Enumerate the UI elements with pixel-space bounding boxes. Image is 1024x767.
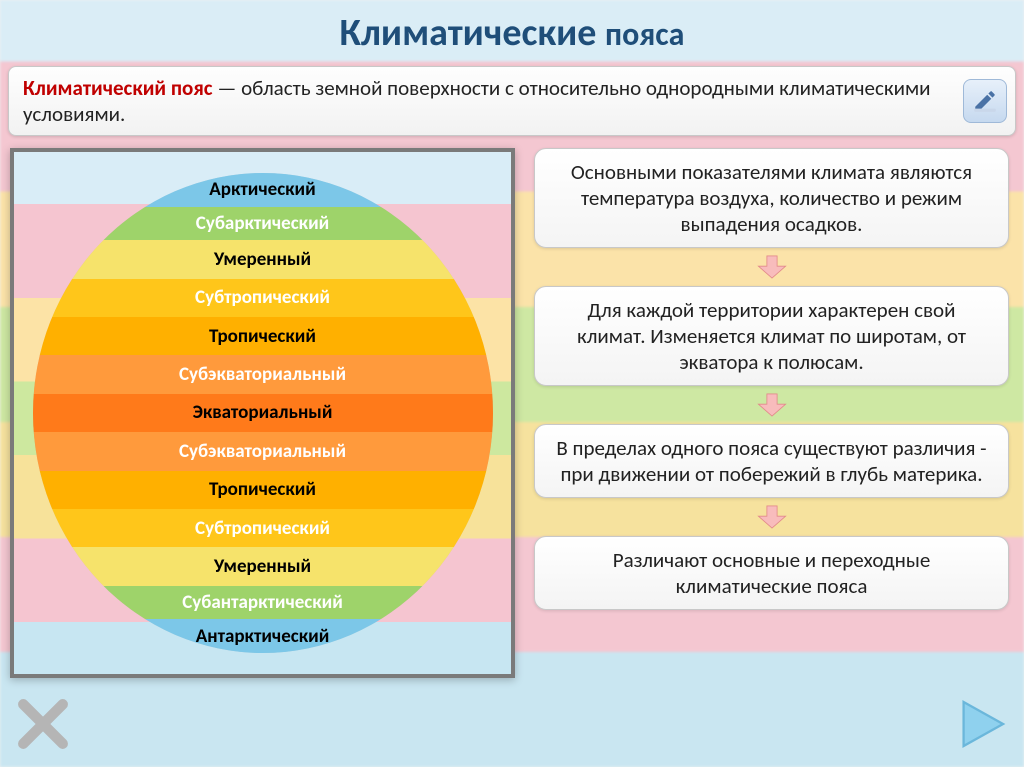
arrow-down-icon [755, 254, 789, 280]
next-icon [952, 695, 1010, 753]
flow-arrow [755, 392, 789, 418]
climate-band: Умеренный [33, 240, 493, 278]
flow-card: В пределах одного пояса существуют разли… [534, 424, 1009, 498]
climate-band: Субэкваториальный [33, 355, 493, 393]
definition-box: Климатический пояс — область земной пове… [8, 66, 1016, 136]
climate-band: Субарктический [33, 207, 493, 241]
globe-circle: АрктическийСубарктическийУмеренныйСубтро… [33, 173, 493, 653]
climate-band: Тропический [33, 471, 493, 509]
flow-card: Различают основные и переходные климатич… [534, 536, 1009, 610]
flow-column: Основными показателями климата являются … [529, 148, 1014, 678]
climate-band: Антарктический [33, 619, 493, 653]
content-row: АрктическийСубарктическийУмеренныйСубтро… [0, 148, 1024, 678]
arrow-down-icon [755, 392, 789, 418]
flow-arrow [755, 504, 789, 530]
arrow-down-icon [755, 504, 789, 530]
globe-panel: АрктическийСубарктическийУмеренныйСубтро… [10, 148, 515, 678]
climate-band: Субантарктический [33, 586, 493, 620]
climate-band: Субэкваториальный [33, 432, 493, 470]
edit-button[interactable] [963, 79, 1007, 123]
page-title: Климатические пояса [0, 0, 1024, 62]
close-icon [14, 695, 72, 753]
climate-band: Арктический [33, 173, 493, 207]
close-button[interactable] [12, 693, 74, 755]
flow-arrow [755, 254, 789, 280]
climate-band: Тропический [33, 317, 493, 355]
definition-term: Климатический пояс [23, 75, 213, 101]
flow-card: Основными показателями климата являются … [534, 148, 1009, 248]
climate-band: Экваториальный [33, 394, 493, 432]
edit-icon [972, 88, 998, 114]
climate-band: Умеренный [33, 547, 493, 585]
title-word-2: пояса [605, 15, 684, 54]
title-word-1: Климатические [340, 10, 597, 56]
flow-card: Для каждой территории характерен свой кл… [534, 286, 1009, 386]
climate-band: Субтропический [33, 279, 493, 317]
slide: Климатические пояса Климатический пояс —… [0, 0, 1024, 767]
climate-band: Субтропический [33, 509, 493, 547]
next-button[interactable] [950, 693, 1012, 755]
